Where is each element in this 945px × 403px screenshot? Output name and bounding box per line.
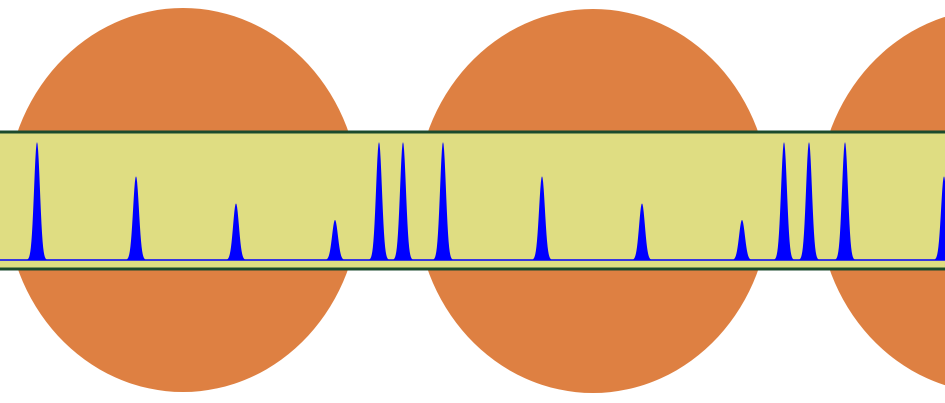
peak-7 <box>431 142 455 260</box>
peak-2 <box>124 176 148 260</box>
peak-layer <box>0 142 945 261</box>
peak-10 <box>730 219 754 260</box>
peak-14 <box>932 176 945 260</box>
peak-13 <box>833 142 857 260</box>
peak-6 <box>391 142 415 260</box>
peak-11 <box>772 142 796 260</box>
peak-8 <box>530 176 554 260</box>
peak-5 <box>367 142 391 260</box>
peak-9 <box>630 203 654 260</box>
peak-3 <box>224 203 248 260</box>
peak-12 <box>797 142 821 260</box>
peak-4 <box>323 219 347 260</box>
peak-1 <box>25 142 49 260</box>
